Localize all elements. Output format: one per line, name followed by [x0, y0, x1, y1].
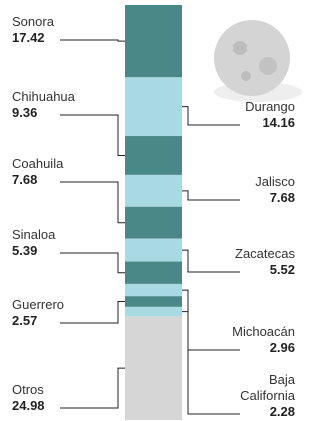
- bar-segment: [125, 77, 182, 136]
- category-name: Michoacán: [225, 324, 295, 340]
- value-label: 5.52: [225, 262, 295, 278]
- category-name: Guerrero: [12, 297, 102, 313]
- value-label: 5.39: [12, 243, 102, 259]
- bar-segment: [125, 316, 182, 420]
- bar-segment: [125, 307, 182, 316]
- connector: [60, 182, 125, 223]
- value-label: 7.68: [225, 190, 295, 206]
- category-name: Durango: [225, 99, 295, 115]
- bar-segment: [125, 175, 182, 207]
- value-label: 24.98: [12, 398, 102, 414]
- value-label: 9.36: [12, 105, 102, 121]
- connector: [60, 115, 125, 155]
- value-label: 2.57: [12, 313, 102, 329]
- value-label: 7.68: [12, 172, 102, 188]
- category-name: Coahuila: [12, 156, 102, 172]
- bar-segment: [125, 5, 182, 77]
- category-name: Chihuahua: [12, 89, 102, 105]
- category-name: Baja California: [225, 372, 295, 404]
- value-label: 14.16: [225, 115, 295, 131]
- bar-segment: [125, 284, 182, 296]
- category-name: Otros: [12, 382, 102, 398]
- category-name: Jalisco: [225, 174, 295, 190]
- bar-segment: [125, 207, 182, 239]
- value-label: 17.42: [12, 30, 102, 46]
- icon: [214, 20, 302, 102]
- category-name: Sonora: [12, 14, 102, 30]
- value-label: 2.28: [225, 404, 295, 420]
- category-name: Sinaloa: [12, 227, 102, 243]
- bar-segment: [125, 239, 182, 262]
- category-name: Zacatecas: [225, 246, 295, 262]
- bar-segment: [125, 136, 182, 175]
- value-label: 2.96: [225, 340, 295, 356]
- bar-segment: [125, 262, 182, 284]
- bar-segment: [125, 296, 182, 307]
- chart: [0, 0, 306, 421]
